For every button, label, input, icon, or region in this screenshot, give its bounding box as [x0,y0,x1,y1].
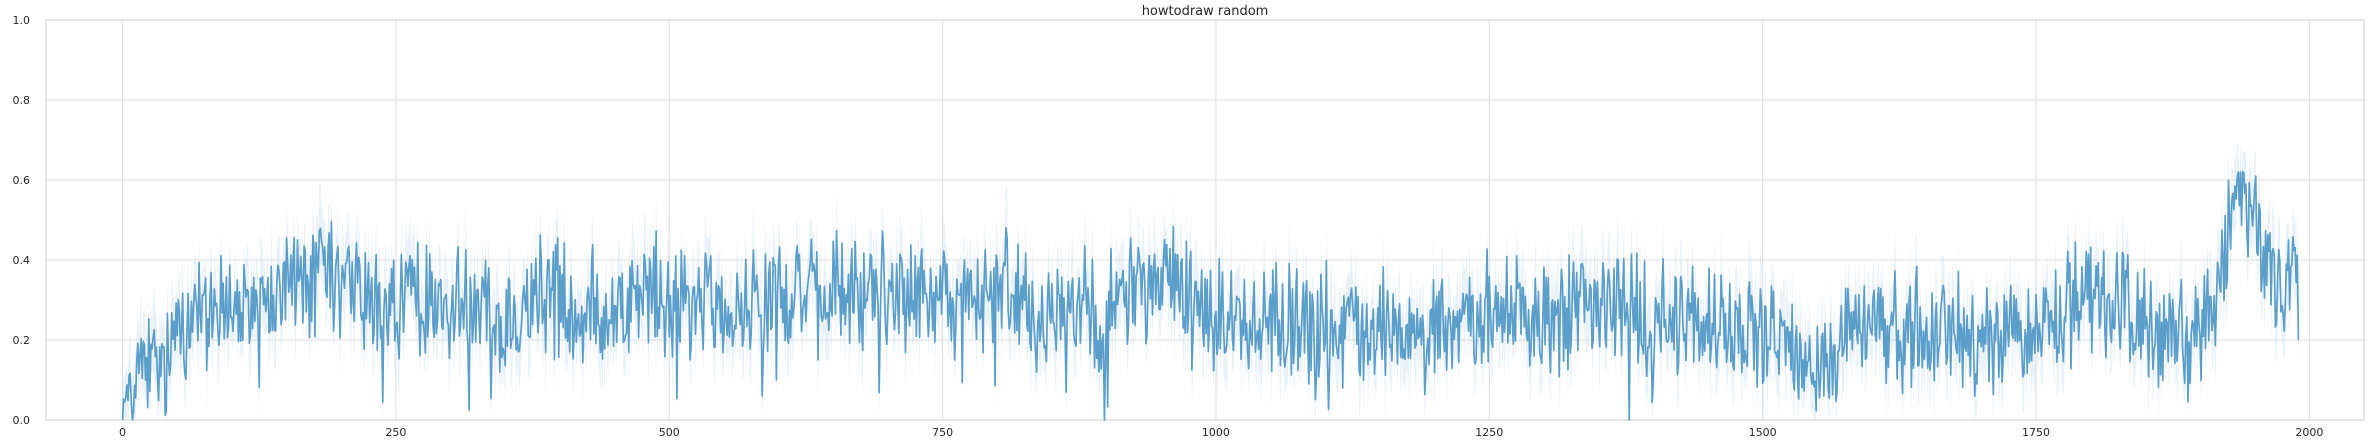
x-tick-label: 750 [932,426,953,439]
series-line [121,171,2300,421]
x-tick-label: 2000 [2295,426,2323,439]
y-axis-ticks: 0.0 0.2 0.4 0.6 0.8 1.0 [13,14,31,427]
chart-title: howtodraw random [1142,4,1269,19]
x-tick-label: 1250 [1475,426,1503,439]
y-tick-label: 0.4 [13,254,31,267]
x-tick-label: 1500 [1749,426,1777,439]
y-tick-label: 0.0 [13,414,31,427]
x-tick-label: 500 [659,426,680,439]
x-tick-label: 1000 [1202,426,1230,439]
y-tick-label: 0.2 [13,334,31,347]
x-tick-label: 1750 [2022,426,2050,439]
y-tick-label: 1.0 [13,14,31,27]
x-axis-ticks: 0 250 500 750 1000 1250 1500 1750 2000 [119,426,2323,439]
x-tick-label: 250 [385,426,406,439]
plot-frame [45,19,2365,421]
y-tick-label: 0.6 [13,174,31,187]
x-tick-label: 0 [119,426,126,439]
y-tick-label: 0.8 [13,94,31,107]
